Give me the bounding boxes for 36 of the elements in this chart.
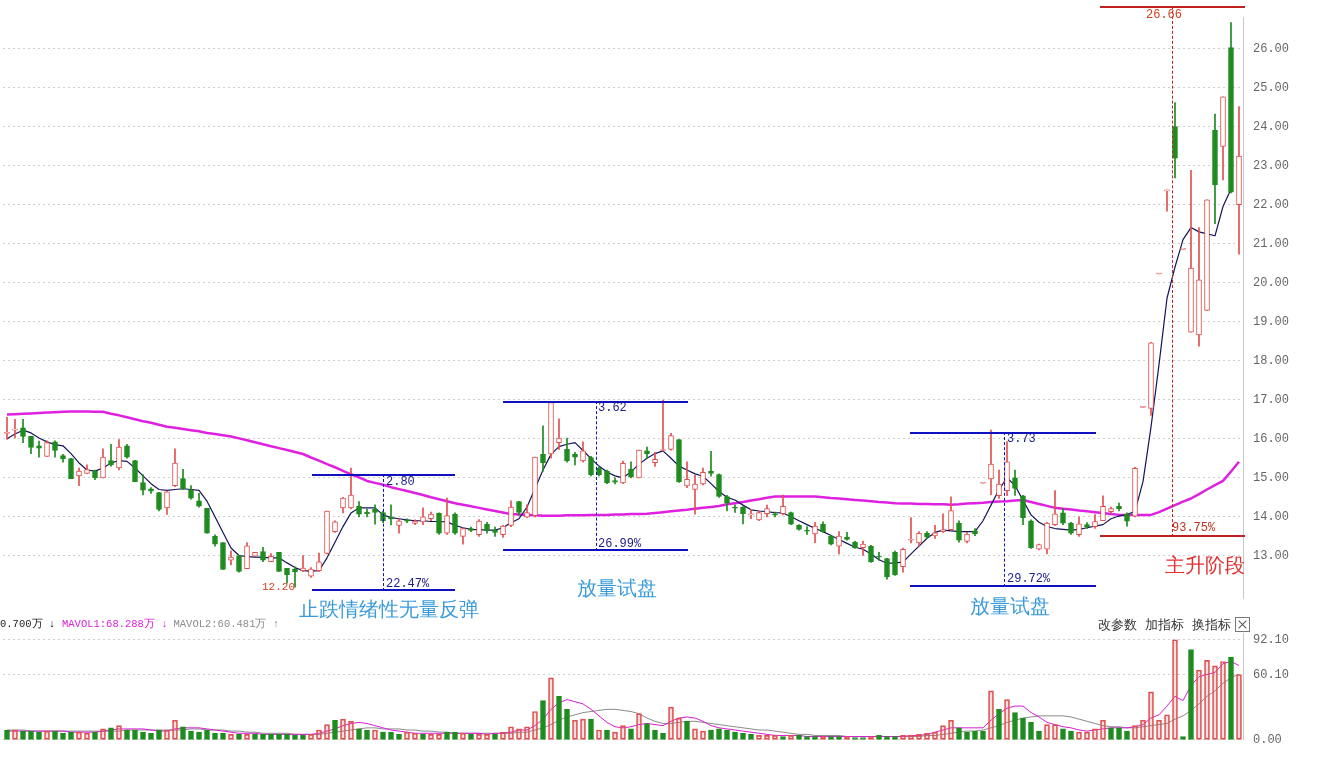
y-tick-label: 22.00 [1253,197,1290,212]
text: 加指标 [1145,617,1184,632]
text: MAVOL1:68.288万 ↓ [62,618,168,630]
y-tick-label: 13.00 [1253,549,1290,564]
annotation: 放量试盘 [970,595,1050,617]
y-tick-label: 92.10 [1253,632,1290,647]
annotation: 止跌情绪性无量反弹 [299,598,479,620]
text: 0.700万 ↓ [0,618,56,630]
annotation: 放量试盘 [577,577,657,599]
y-tick-label: 0.00 [1253,732,1282,747]
text: MAVOL2:60.481万 ↑ [173,618,280,630]
y-tick-label: 24.00 [1253,119,1290,134]
annotation: 93.75% [1172,521,1216,535]
y-tick-label: 15.00 [1253,470,1290,485]
y-tick-label: 17.00 [1253,392,1290,407]
text: 换指标 [1192,617,1231,632]
y-tick-label: 25.00 [1253,80,1290,95]
annotation: 12.20 [262,581,296,593]
annotation: 26.99% [598,537,642,551]
annotation: 29.72% [1007,572,1051,586]
y-tick-label: 18.00 [1253,353,1290,368]
y-tick-label: 19.00 [1253,314,1290,329]
text: 改参数 [1098,617,1137,632]
y-tick-label: 16.00 [1253,431,1290,446]
y-tick-label: 14.00 [1253,510,1290,524]
y-tick-label: 60.10 [1253,667,1290,682]
annotation: 3.73 [1007,432,1036,446]
annotation: 26.66 [1146,8,1183,22]
annotation: 3.62 [598,401,627,415]
y-tick-label: 23.00 [1253,158,1290,173]
annotation: 22.47% [386,577,430,591]
y-tick-label: 21.00 [1253,236,1290,251]
y-tick-label: 20.00 [1253,275,1290,290]
y-tick-label: 26.00 [1253,41,1290,56]
annotation: 主升阶段 [1165,554,1245,576]
annotation: 2.80 [386,475,415,489]
